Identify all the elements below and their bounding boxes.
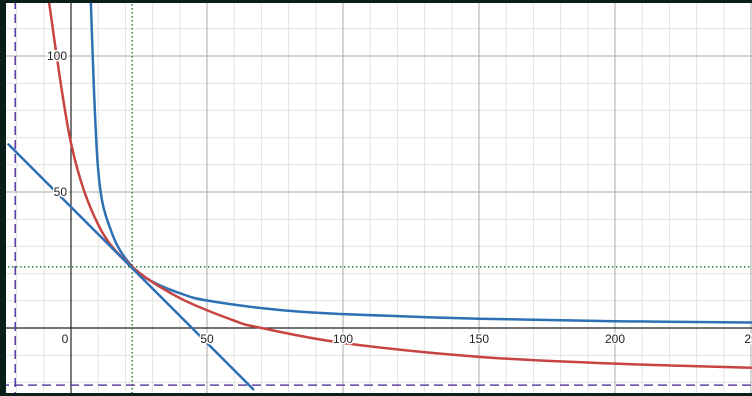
x-tick-label: 100	[333, 332, 353, 346]
top-frame-edge	[0, 0, 752, 3]
left-frame-edge	[0, 0, 6, 396]
x-tick-label: 150	[469, 332, 489, 346]
x-tick-label: 0	[62, 332, 69, 346]
x-tick-label: 200	[605, 332, 625, 346]
x-tick-label: 50	[200, 332, 214, 346]
y-tick-label: 100	[47, 49, 67, 63]
x-tick-label: 25	[744, 332, 752, 346]
y-tick-label: 50	[54, 185, 68, 199]
